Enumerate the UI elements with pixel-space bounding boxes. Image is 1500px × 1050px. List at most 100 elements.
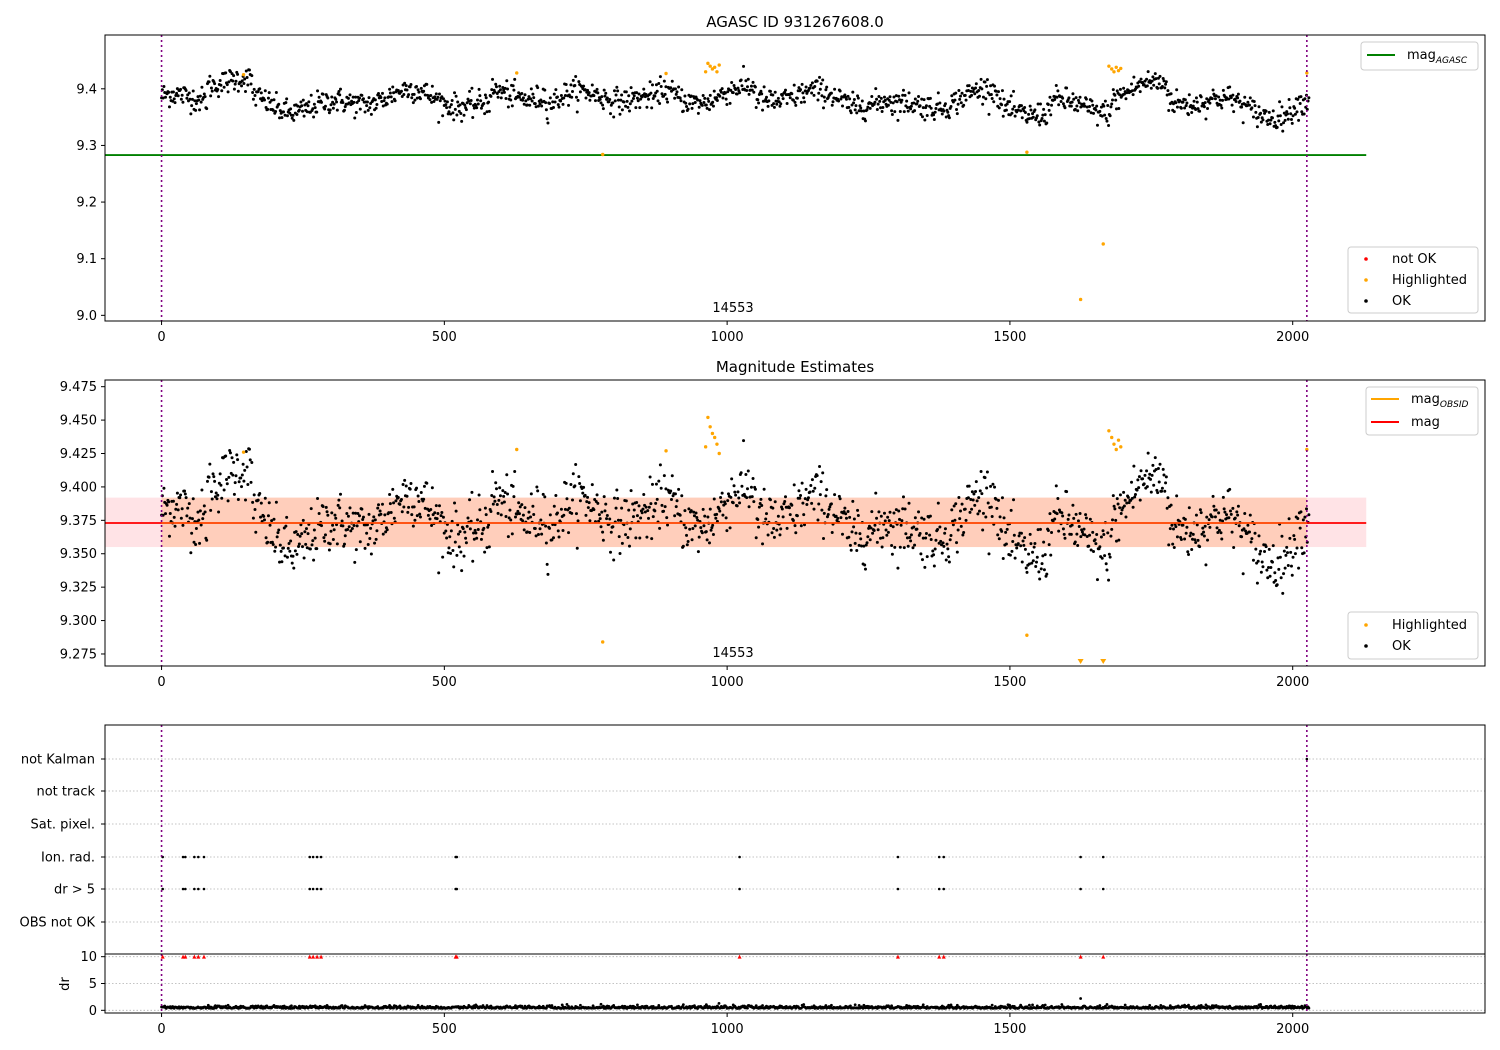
ok-point: [1277, 567, 1281, 571]
dr-point: [1123, 1003, 1127, 1007]
flag-point: [161, 887, 164, 891]
flag-point: [1101, 887, 1105, 891]
flag-point: [197, 887, 200, 891]
ok-point: [354, 511, 358, 515]
ok-point: [455, 113, 459, 117]
ok-point: [224, 454, 228, 458]
ok-point: [745, 487, 749, 491]
ok-point: [441, 515, 445, 519]
ok-point: [932, 564, 936, 568]
ok-point: [711, 104, 715, 108]
ok-point: [868, 538, 872, 542]
ok-point: [745, 85, 749, 89]
ok-point: [715, 96, 719, 100]
ok-point: [236, 498, 240, 502]
ok-point: [1043, 553, 1047, 557]
ok-point: [1211, 494, 1215, 498]
ok-point: [751, 80, 755, 84]
ok-point: [1035, 555, 1039, 559]
ok-point: [536, 86, 540, 90]
ok-point: [666, 100, 670, 104]
ok-point: [1293, 552, 1297, 556]
ok-point: [707, 108, 711, 112]
ok-point: [162, 85, 166, 89]
ok-point: [1123, 498, 1127, 502]
ok-point: [171, 90, 175, 94]
ok-point: [792, 483, 796, 487]
ok-point: [452, 565, 456, 569]
ok-point: [953, 518, 957, 522]
ok-point: [307, 100, 311, 104]
ok-point: [656, 99, 660, 103]
ok-point: [450, 99, 454, 103]
ok-point: [692, 514, 696, 518]
ok-point: [1305, 507, 1309, 511]
ok-point: [958, 517, 962, 521]
ok-point: [795, 514, 799, 518]
ok-point: [1215, 526, 1219, 530]
ok-point: [277, 102, 281, 106]
ok-point: [1307, 96, 1311, 100]
ok-point: [1076, 109, 1080, 113]
agasc-obsid-label: 14553: [712, 301, 753, 316]
ok-point: [809, 83, 813, 87]
flag-row-label: OBS not OK: [20, 916, 96, 931]
ok-point: [783, 88, 787, 92]
ok-point: [593, 497, 597, 501]
ok-point: [893, 545, 897, 549]
ok-point: [187, 502, 191, 506]
ok-point: [1036, 528, 1040, 532]
ok-point: [275, 535, 279, 539]
ok-point: [698, 99, 702, 103]
ok-point: [1151, 75, 1155, 79]
ok-point: [1278, 100, 1282, 104]
ok-point: [181, 523, 185, 527]
ok-point: [402, 505, 406, 509]
dr-clipped-marker: [737, 954, 742, 959]
ok-point: [192, 540, 196, 544]
ok-point: [879, 106, 883, 110]
ok-point: [233, 82, 237, 86]
ok-point: [886, 530, 890, 534]
dr-panel-marks: [105, 954, 1485, 1013]
dr-clipped-marker: [454, 954, 459, 959]
ok-point: [1248, 513, 1252, 517]
ok-point: [235, 453, 239, 457]
ok-point: [725, 529, 729, 533]
dr-point: [853, 1003, 857, 1007]
ok-point: [378, 509, 382, 513]
flag-point: [738, 887, 741, 891]
ok-point: [1156, 467, 1160, 471]
ok-point: [754, 105, 758, 109]
ok-point: [771, 506, 775, 510]
ok-point: [253, 94, 257, 98]
ok-point: [650, 106, 654, 110]
ok-point: [530, 99, 534, 103]
ok-point: [1168, 527, 1172, 531]
ok-point: [929, 106, 933, 110]
ok-point: [562, 513, 566, 517]
ok-point: [1241, 572, 1245, 576]
ok-point: [768, 89, 772, 93]
ok-point: [194, 102, 198, 106]
ok-point: [468, 498, 472, 502]
ok-point: [647, 97, 651, 101]
ok-point: [1057, 103, 1061, 107]
ok-point: [1061, 514, 1065, 518]
dr-point: [761, 1004, 764, 1007]
ok-point: [507, 516, 511, 520]
ok-point: [430, 100, 434, 104]
y-tick-label: 9.375: [60, 514, 97, 529]
ok-point: [587, 501, 591, 505]
ok-point: [543, 495, 547, 499]
ok-point: [1004, 530, 1008, 534]
ok-point: [1236, 92, 1240, 96]
ok-point: [509, 518, 513, 522]
ok-point: [983, 80, 987, 84]
ok-point: [470, 490, 474, 494]
ok-point: [818, 87, 822, 91]
ok-point: [1246, 100, 1250, 104]
ok-point: [1236, 96, 1240, 100]
ok-point: [521, 96, 525, 100]
ok-point: [638, 106, 642, 110]
